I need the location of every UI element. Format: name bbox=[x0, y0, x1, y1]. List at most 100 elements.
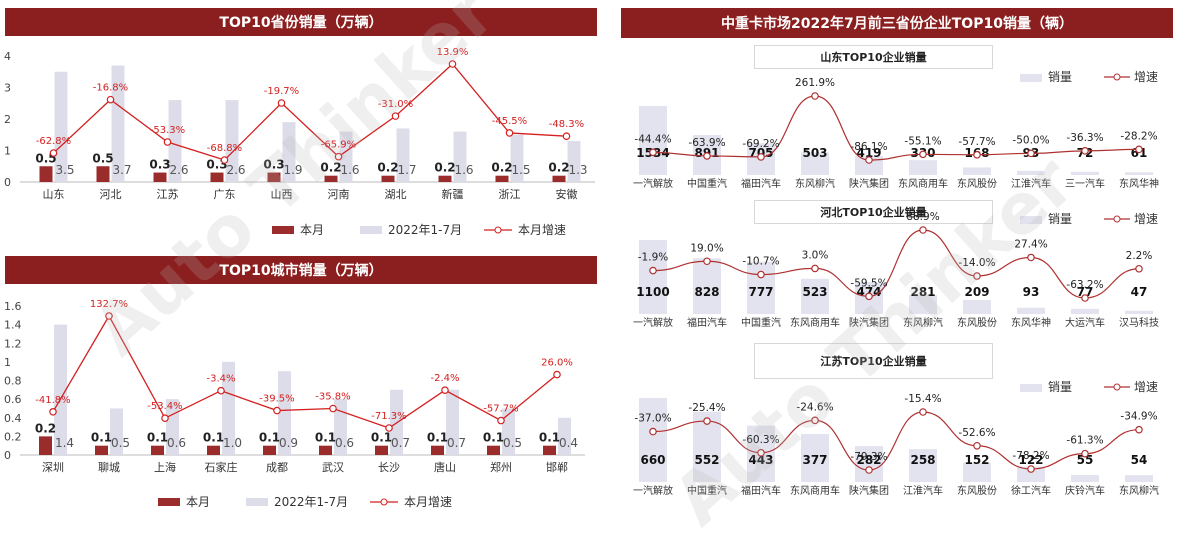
growth-label: -57.7% bbox=[483, 404, 518, 415]
enterprise-bar-label: 55 bbox=[1077, 453, 1094, 467]
growth-label: -62.8% bbox=[36, 136, 71, 147]
growth-point bbox=[163, 138, 172, 146]
enterprise-bar-label: 419 bbox=[856, 146, 881, 160]
growth-label: -45.5% bbox=[492, 116, 527, 127]
bar-ytd-label: 0.4 bbox=[559, 436, 578, 450]
bar-month-label: 0.3 bbox=[149, 158, 170, 172]
enterprise-bar bbox=[639, 398, 667, 482]
bar-ytd bbox=[453, 131, 467, 182]
enterprise-bar-label: 122 bbox=[1018, 453, 1043, 467]
x-category-label: 福田汽车 bbox=[741, 484, 781, 497]
enterprise-bar-label: 828 bbox=[694, 285, 719, 299]
enterprise-growth-label: -24.6% bbox=[796, 401, 833, 413]
bar-ytd-label: 0.5 bbox=[111, 436, 130, 450]
enterprise-growth-label: -52.6% bbox=[958, 427, 995, 439]
legend-swatch-sales bbox=[1020, 216, 1042, 224]
bar-month-label: 0.1 bbox=[315, 431, 336, 445]
legend-swatch-ytd bbox=[246, 498, 268, 506]
enterprise-growth-label: -79.3% bbox=[850, 451, 887, 463]
bar-ytd bbox=[54, 71, 68, 182]
x-category-label: 陕汽集团 bbox=[849, 316, 889, 329]
growth-label: -39.5% bbox=[259, 394, 294, 405]
enterprise-bar bbox=[963, 299, 991, 314]
enterprise-growth-point bbox=[1027, 149, 1035, 158]
enterprise-growth-point bbox=[865, 156, 873, 164]
growth-point bbox=[562, 132, 571, 141]
bar-month-label: 0.1 bbox=[203, 431, 224, 445]
charts-canvas: 012340.53.5山东0.53.7河北0.32.6江苏0.32.6广东0.3… bbox=[4, 47, 1159, 509]
growth-point bbox=[385, 424, 393, 432]
enterprise-bar bbox=[963, 462, 991, 482]
city-chart-title: TOP10城市销量（万辆） bbox=[5, 256, 597, 284]
enterprise-growth-label: -69.2% bbox=[742, 138, 779, 150]
bar-month bbox=[151, 445, 164, 455]
growth-point bbox=[49, 149, 58, 157]
jiangsu-subtitle: 江苏TOP10企业销量 bbox=[754, 343, 993, 379]
bar-month-label: 0.2 bbox=[377, 161, 398, 175]
y-tick-label: 0.8 bbox=[4, 375, 22, 388]
bar-month bbox=[207, 445, 220, 455]
enterprise-growth-label: -15.4% bbox=[904, 393, 941, 405]
x-category-label: 深圳 bbox=[42, 461, 64, 474]
growth-point bbox=[329, 404, 337, 413]
enterprise-bar bbox=[801, 152, 829, 175]
bar-month bbox=[381, 175, 395, 182]
y-tick-label: 2 bbox=[4, 113, 11, 126]
enterprise-growth-point bbox=[973, 272, 981, 280]
bar-month bbox=[375, 445, 388, 455]
legend-label-sales: 销量 bbox=[1048, 380, 1072, 394]
x-category-label: 东风柳汽 bbox=[903, 316, 943, 329]
growth-point bbox=[217, 386, 225, 395]
bar-month bbox=[95, 445, 108, 455]
enterprise-growth-point bbox=[703, 257, 711, 266]
enterprise-bar-label: 777 bbox=[748, 285, 773, 299]
x-category-label: 广东 bbox=[214, 188, 236, 201]
x-category-label: 成都 bbox=[266, 461, 288, 474]
growth-line bbox=[53, 63, 567, 161]
enterprise-bar-label: 281 bbox=[910, 285, 935, 299]
enterprise-growth-point bbox=[865, 466, 873, 474]
x-category-label: 东风股份 bbox=[957, 484, 997, 497]
enterprise-growth-label: -36.3% bbox=[1066, 132, 1103, 144]
x-category-label: 江淮汽车 bbox=[903, 484, 943, 497]
growth-label: 132.7% bbox=[90, 299, 128, 310]
bar-month-label: 0.2 bbox=[548, 161, 569, 175]
enterprise-growth-point bbox=[1135, 425, 1143, 434]
legend-label-sales: 销量 bbox=[1048, 212, 1072, 226]
bar-month bbox=[552, 175, 566, 182]
enterprise-growth-point bbox=[757, 270, 765, 279]
bar-month-label: 0.1 bbox=[259, 431, 280, 445]
enterprise-growth-point bbox=[703, 417, 711, 425]
y-tick-label: 0.2 bbox=[4, 430, 22, 443]
growth-point bbox=[161, 414, 169, 422]
bar-ytd-label: 3.5 bbox=[55, 163, 74, 177]
bar-ytd-label: 1.9 bbox=[283, 163, 302, 177]
enterprise-bar-label: 377 bbox=[802, 453, 827, 467]
bar-ytd bbox=[558, 417, 571, 455]
bar-ytd-label: 1.3 bbox=[568, 163, 587, 177]
bar-month bbox=[543, 445, 556, 455]
x-category-label: 唐山 bbox=[434, 460, 456, 474]
x-category-label: 汉马科技 bbox=[1119, 316, 1159, 329]
legend-swatch-month bbox=[272, 226, 294, 234]
enterprise-bar bbox=[855, 156, 883, 175]
x-category-label: 武汉 bbox=[322, 461, 344, 474]
x-category-label: 东风商用车 bbox=[790, 484, 840, 497]
bar-ytd-label: 1.7 bbox=[397, 163, 416, 177]
enterprise-growth-label: -1.9% bbox=[638, 252, 668, 264]
growth-point bbox=[220, 156, 229, 164]
bar-month bbox=[39, 436, 52, 455]
x-category-label: 聊城 bbox=[98, 460, 120, 474]
bar-ytd bbox=[54, 324, 67, 455]
enterprise-growth-point bbox=[649, 266, 657, 275]
bar-ytd-label: 0.5 bbox=[503, 436, 522, 450]
enterprise-growth-label: -61.3% bbox=[1066, 435, 1103, 447]
enterprise-growth-label: -60.3% bbox=[742, 434, 779, 446]
x-category-label: 福田汽车 bbox=[687, 316, 727, 329]
enterprise-growth-point bbox=[919, 150, 927, 159]
bar-ytd bbox=[111, 65, 125, 182]
x-category-label: 大运汽车 bbox=[1065, 316, 1105, 329]
growth-label: -68.8% bbox=[207, 143, 242, 154]
legend-label-month: 本月 bbox=[300, 223, 324, 237]
enterprise-bar bbox=[801, 434, 829, 482]
